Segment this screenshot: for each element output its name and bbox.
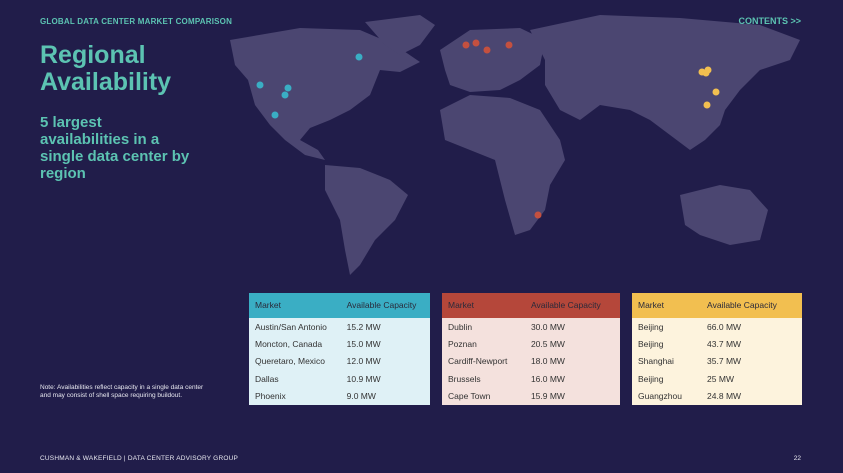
capacity-cell: 10.9 MW — [346, 373, 381, 384]
capacity-cell: 20.5 MW — [530, 339, 565, 350]
market-cell: Moncton, Canada — [255, 339, 323, 350]
column-header: Available Capacity — [701, 293, 802, 318]
market-cell: Cape Town — [448, 391, 491, 402]
capacity-cell: 35.7 MW — [707, 356, 742, 367]
market-cell: Queretaro, Mexico — [255, 356, 325, 367]
section-label: GLOBAL DATA CENTER MARKET COMPARISON — [40, 17, 233, 26]
market-cell: Phoenix — [255, 391, 286, 402]
capacity-cell: 18.0 MW — [530, 356, 565, 367]
table-row: Guangzhou 24.8 MW — [632, 388, 802, 405]
column-header: Market — [632, 293, 702, 318]
capacity-cell: 30.0 MW — [530, 321, 565, 332]
market-cell: Poznan — [448, 339, 477, 350]
contents-link[interactable]: CONTENTS >> — [738, 16, 801, 26]
capacity-cell: 24.8 MW — [707, 391, 742, 402]
capacity-cell: 12.0 MW — [346, 356, 381, 367]
footer: CUSHMAN & WAKEFIELD | DATA CENTER ADVISO… — [40, 455, 239, 462]
table-row: Beijing 43.7 MW — [632, 335, 802, 352]
table-row: Queretaro, Mexico 12.0 MW — [249, 353, 430, 370]
table-row: Brussels 16.0 MW — [442, 370, 620, 387]
market-cell: Guangzhou — [638, 391, 682, 402]
header-row: Market Available Capacity — [249, 293, 430, 318]
capacity-cell: 15.2 MW — [346, 321, 381, 332]
column-header: Available Capacity — [340, 293, 430, 318]
capacity-cell: 43.7 MW — [707, 339, 742, 350]
column-header: Market — [249, 293, 341, 318]
table-row: Cape Town 15.9 MW — [442, 388, 620, 405]
capacity-cell: 16.0 MW — [530, 373, 565, 384]
table-row: Beijing 25 MW — [632, 370, 802, 387]
header-row: Market Available Capacity — [632, 293, 802, 318]
market-cell: Beijing — [638, 373, 664, 384]
column-header: Available Capacity — [524, 293, 620, 318]
table-row: Austin/San Antonio 15.2 MW — [249, 318, 430, 335]
table-row: Dublin 30.0 MW — [442, 318, 620, 335]
table-row: Cardiff-Newport 18.0 MW — [442, 353, 620, 370]
world-map — [230, 15, 800, 275]
market-cell: Austin/San Antonio — [255, 321, 327, 332]
header-row: Market Available Capacity — [442, 293, 620, 318]
table-row: Poznan 20.5 MW — [442, 335, 620, 352]
market-cell: Shanghai — [638, 356, 674, 367]
location-markers — [256, 39, 720, 219]
region-table: Market Available Capacity Austin/San Anton… — [249, 293, 430, 405]
note: Note: Availabilities reflect capacity in… — [40, 384, 204, 399]
market-cell: Beijing — [638, 321, 664, 332]
table-row: Phoenix 9.0 MW — [249, 388, 430, 405]
market-cell: Dublin — [448, 321, 473, 332]
subtitle: 5 largest availabilities in a single dat… — [40, 114, 190, 182]
table-row: Shanghai 35.7 MW — [632, 353, 802, 370]
market-cell: Dallas — [255, 373, 279, 384]
page-number: 22 — [793, 455, 801, 462]
market-cell: Beijing — [638, 339, 664, 350]
market-cell: Cardiff-Newport — [448, 356, 508, 367]
region-table: Market Available Capacity Dublin 30.0 MW Poz… — [442, 293, 620, 405]
capacity-cell: 15.0 MW — [346, 339, 381, 350]
market-cell: Brussels — [448, 373, 481, 384]
table-row: Moncton, Canada 15.0 MW — [249, 335, 430, 352]
capacity-cell: 9.0 MW — [346, 391, 376, 402]
region-table: Market Available Capacity Beijing 66.0 MW Be… — [632, 293, 802, 405]
capacity-cell: 15.9 MW — [530, 391, 565, 402]
table-row: Beijing 66.0 MW — [632, 318, 802, 335]
table-row: Dallas 10.9 MW — [249, 370, 430, 387]
column-header: Market — [442, 293, 525, 318]
title: Regional Availability — [40, 41, 172, 96]
capacity-cell: 25 MW — [707, 373, 734, 384]
capacity-cell: 66.0 MW — [707, 321, 742, 332]
